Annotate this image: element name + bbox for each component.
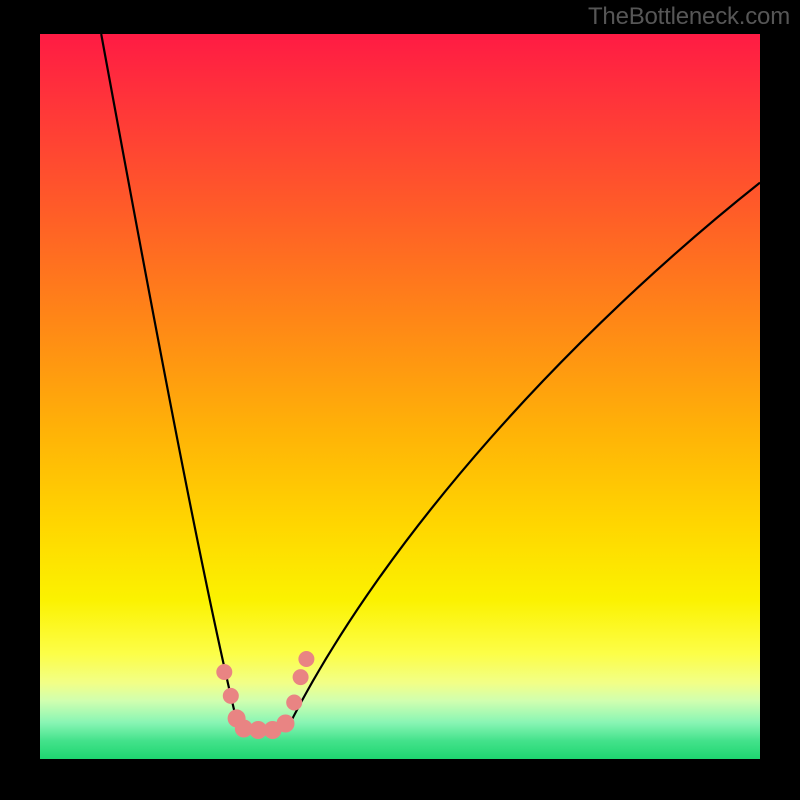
marker-dot [298,651,314,667]
bottleneck-chart [0,0,800,800]
marker-dot [293,669,309,685]
chart-root: TheBottleneck.com [0,0,800,800]
marker-dot [216,664,232,680]
plot-background [40,34,760,759]
marker-dot [286,695,302,711]
watermark-label: TheBottleneck.com [588,3,790,31]
marker-dot [277,715,295,733]
marker-dot [223,688,239,704]
